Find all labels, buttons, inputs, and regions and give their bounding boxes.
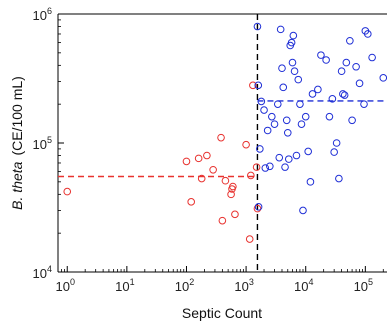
data-point-s1-33 [308, 90, 317, 98]
data-point-s0-1 [182, 157, 191, 166]
data-point-s1-6 [261, 164, 270, 172]
data-point-s1-37 [325, 112, 334, 121]
y-tick-label-6: 106 [33, 6, 52, 23]
data-point-s1-23 [289, 31, 298, 40]
data-point-s1-47 [348, 116, 356, 125]
data-point-s1-34 [314, 85, 322, 94]
data-point-s1-8 [266, 162, 274, 171]
data-point-s0-18 [252, 163, 261, 171]
data-point-s1-21 [287, 38, 296, 47]
data-point-s1-19 [284, 155, 293, 163]
y-axis-label-italic: B. theta [9, 161, 25, 209]
data-point-s1-32 [306, 178, 315, 186]
data-point-s0-5 [203, 151, 211, 160]
data-point-s0-7 [217, 133, 225, 142]
data-point-s1-3 [256, 145, 264, 153]
data-point-s1-16 [281, 163, 289, 171]
data-point-s1-39 [330, 148, 338, 156]
x-tick-label-4: 104 [294, 277, 313, 294]
data-marks [58, 14, 387, 272]
data-point-s0-14 [242, 140, 250, 149]
y-tick-label-4: 104 [33, 264, 52, 281]
data-point-s1-30 [301, 112, 310, 121]
data-point-s1-9 [268, 112, 276, 121]
axis-ticks: 100 101 102 103 104 105 104 105 106 [33, 6, 384, 294]
data-point-s1-45 [342, 58, 351, 67]
data-point-s0-2 [187, 198, 195, 206]
x-tick-label-1: 101 [115, 277, 134, 294]
data-point-s1-42 [337, 67, 346, 76]
data-point-s1-43 [339, 90, 347, 98]
data-point-s0-12 [229, 182, 237, 191]
data-point-s1-38 [328, 95, 337, 103]
data-point-s1-22 [288, 58, 297, 67]
data-point-s1-17 [282, 116, 291, 125]
x-tick-label-2: 102 [175, 277, 194, 294]
y-tick-label-5: 105 [33, 135, 52, 152]
data-point-s1-0 [253, 22, 262, 31]
data-point-s1-54 [379, 74, 387, 82]
data-point-s0-15 [245, 235, 254, 243]
data-point-s1-14 [278, 64, 286, 73]
data-point-s0-8 [218, 216, 227, 225]
data-point-s1-27 [296, 100, 304, 108]
data-point-s1-2 [254, 203, 263, 211]
data-point-s1-13 [276, 25, 285, 34]
data-point-s1-53 [368, 53, 376, 62]
data-point-s1-50 [360, 100, 368, 108]
data-point-s1-52 [363, 30, 372, 38]
data-point-s1-48 [352, 62, 360, 71]
data-point-s0-13 [231, 210, 239, 219]
data-point-s1-29 [299, 206, 307, 215]
data-point-s0-10 [227, 190, 235, 199]
data-point-s1-49 [355, 79, 364, 88]
y-axis-label: B. theta (CE/100 mL) [9, 76, 25, 210]
data-point-s0-19 [253, 204, 262, 213]
data-point-s1-5 [260, 106, 268, 114]
data-point-s0-6 [209, 165, 217, 174]
x-tick-label-5: 105 [354, 277, 373, 294]
data-point-s0-9 [221, 176, 230, 185]
data-point-s0-0 [63, 187, 72, 196]
data-point-s1-18 [283, 128, 292, 137]
data-point-s0-3 [194, 154, 203, 163]
data-point-s1-11 [273, 100, 282, 108]
data-point-s0-17 [249, 81, 257, 90]
data-point-s1-26 [294, 75, 303, 84]
data-point-s1-10 [270, 120, 279, 128]
data-point-s1-46 [346, 36, 354, 45]
data-point-s1-24 [290, 67, 299, 76]
plot-area [57, 13, 387, 273]
x-tick-label-0: 100 [55, 277, 74, 294]
data-point-s1-4 [257, 97, 266, 106]
data-point-s1-36 [322, 56, 330, 64]
data-point-s1-35 [317, 51, 325, 59]
data-point-s1-1 [254, 81, 263, 90]
data-point-s1-40 [332, 139, 341, 147]
data-point-s1-25 [292, 151, 301, 160]
data-point-s1-7 [263, 126, 272, 135]
x-tick-label-3: 103 [234, 277, 253, 294]
data-point-s1-41 [335, 174, 343, 183]
x-axis-label: Septic Count [182, 305, 262, 321]
data-point-s0-4 [197, 174, 206, 183]
data-point-s1-31 [304, 147, 312, 156]
y-axis-label-unit: (CE/100 mL) [9, 76, 25, 155]
data-point-s1-15 [279, 83, 288, 92]
data-point-s0-16 [247, 171, 255, 180]
data-point-s1-28 [297, 120, 306, 128]
data-point-s1-12 [275, 153, 284, 162]
data-point-s1-44 [340, 91, 349, 99]
